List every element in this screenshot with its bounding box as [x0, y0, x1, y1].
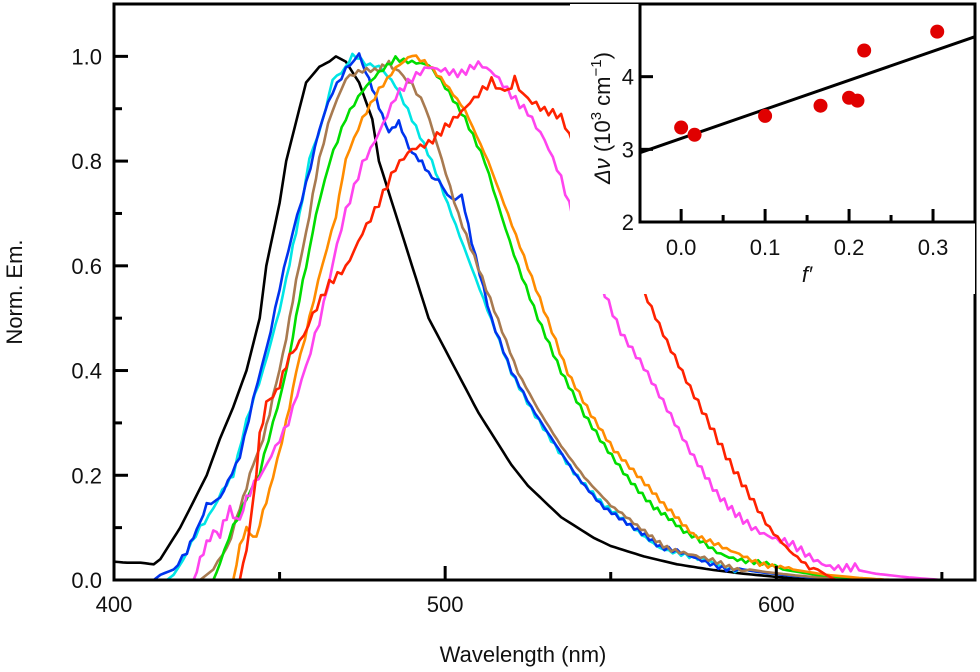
inset-ylabel-open: (10 — [590, 120, 615, 158]
y-tick-label: 0.0 — [71, 568, 102, 593]
data-point — [850, 93, 865, 108]
main-series-group — [113, 52, 942, 582]
series-line-brown — [114, 59, 866, 582]
inset-ylabel-sup1: 3 — [588, 112, 605, 120]
series-line-blue — [114, 52, 860, 582]
inset-x-tick-label: 0.2 — [834, 235, 865, 260]
data-point — [857, 43, 872, 58]
inset-y-axis-title: Δν (103 cm−1) — [588, 52, 615, 185]
inset-ylabel-sup2: −1 — [588, 59, 605, 76]
data-point — [813, 98, 828, 113]
inset-x-tick-label: 0.1 — [750, 235, 781, 260]
data-point — [758, 108, 773, 123]
data-point — [674, 120, 689, 135]
y-tick-label: 0.6 — [71, 254, 102, 279]
main-axes: 0.0 0.2 0.4 0.6 0.8 1.0 400 500 600 — [71, 44, 944, 617]
series-line-orange — [114, 54, 893, 582]
y-tick-label: 1.0 — [71, 44, 102, 69]
inset-y-tick-label: 2 — [622, 210, 634, 235]
x-tick-label: 500 — [427, 592, 464, 617]
x-tick-label: 400 — [96, 592, 133, 617]
inset-y-tick-label: 3 — [622, 137, 634, 162]
y-tick-label: 0.2 — [71, 463, 102, 488]
x-axis-title: Wavelength (nm) — [440, 642, 607, 667]
y-tick-label: 0.4 — [71, 359, 102, 384]
inset-ylabel-mid: cm — [590, 76, 615, 111]
inset-x-axis-title: f′ — [802, 262, 813, 287]
series-line-magenta — [114, 60, 942, 582]
inset-axes: 0.0 0.1 0.2 0.3 2 3 4 — [622, 65, 949, 260]
series-line-black — [113, 55, 843, 582]
inset-content — [639, 24, 976, 155]
inset-background — [570, 4, 975, 294]
y-axis-title: Norm. Em. — [2, 239, 27, 344]
inset-x-tick-label: 0.3 — [918, 235, 949, 260]
inset-ylabel-delta: Δν — [590, 158, 615, 185]
data-point — [687, 127, 702, 142]
y-tick-label: 0.8 — [71, 149, 102, 174]
data-point — [930, 24, 945, 39]
inset-y-tick-label: 4 — [622, 65, 634, 90]
inset-x-tick-label: 0.0 — [666, 235, 697, 260]
inset-ylabel-close: ) — [590, 52, 615, 59]
x-tick-label: 600 — [758, 592, 795, 617]
